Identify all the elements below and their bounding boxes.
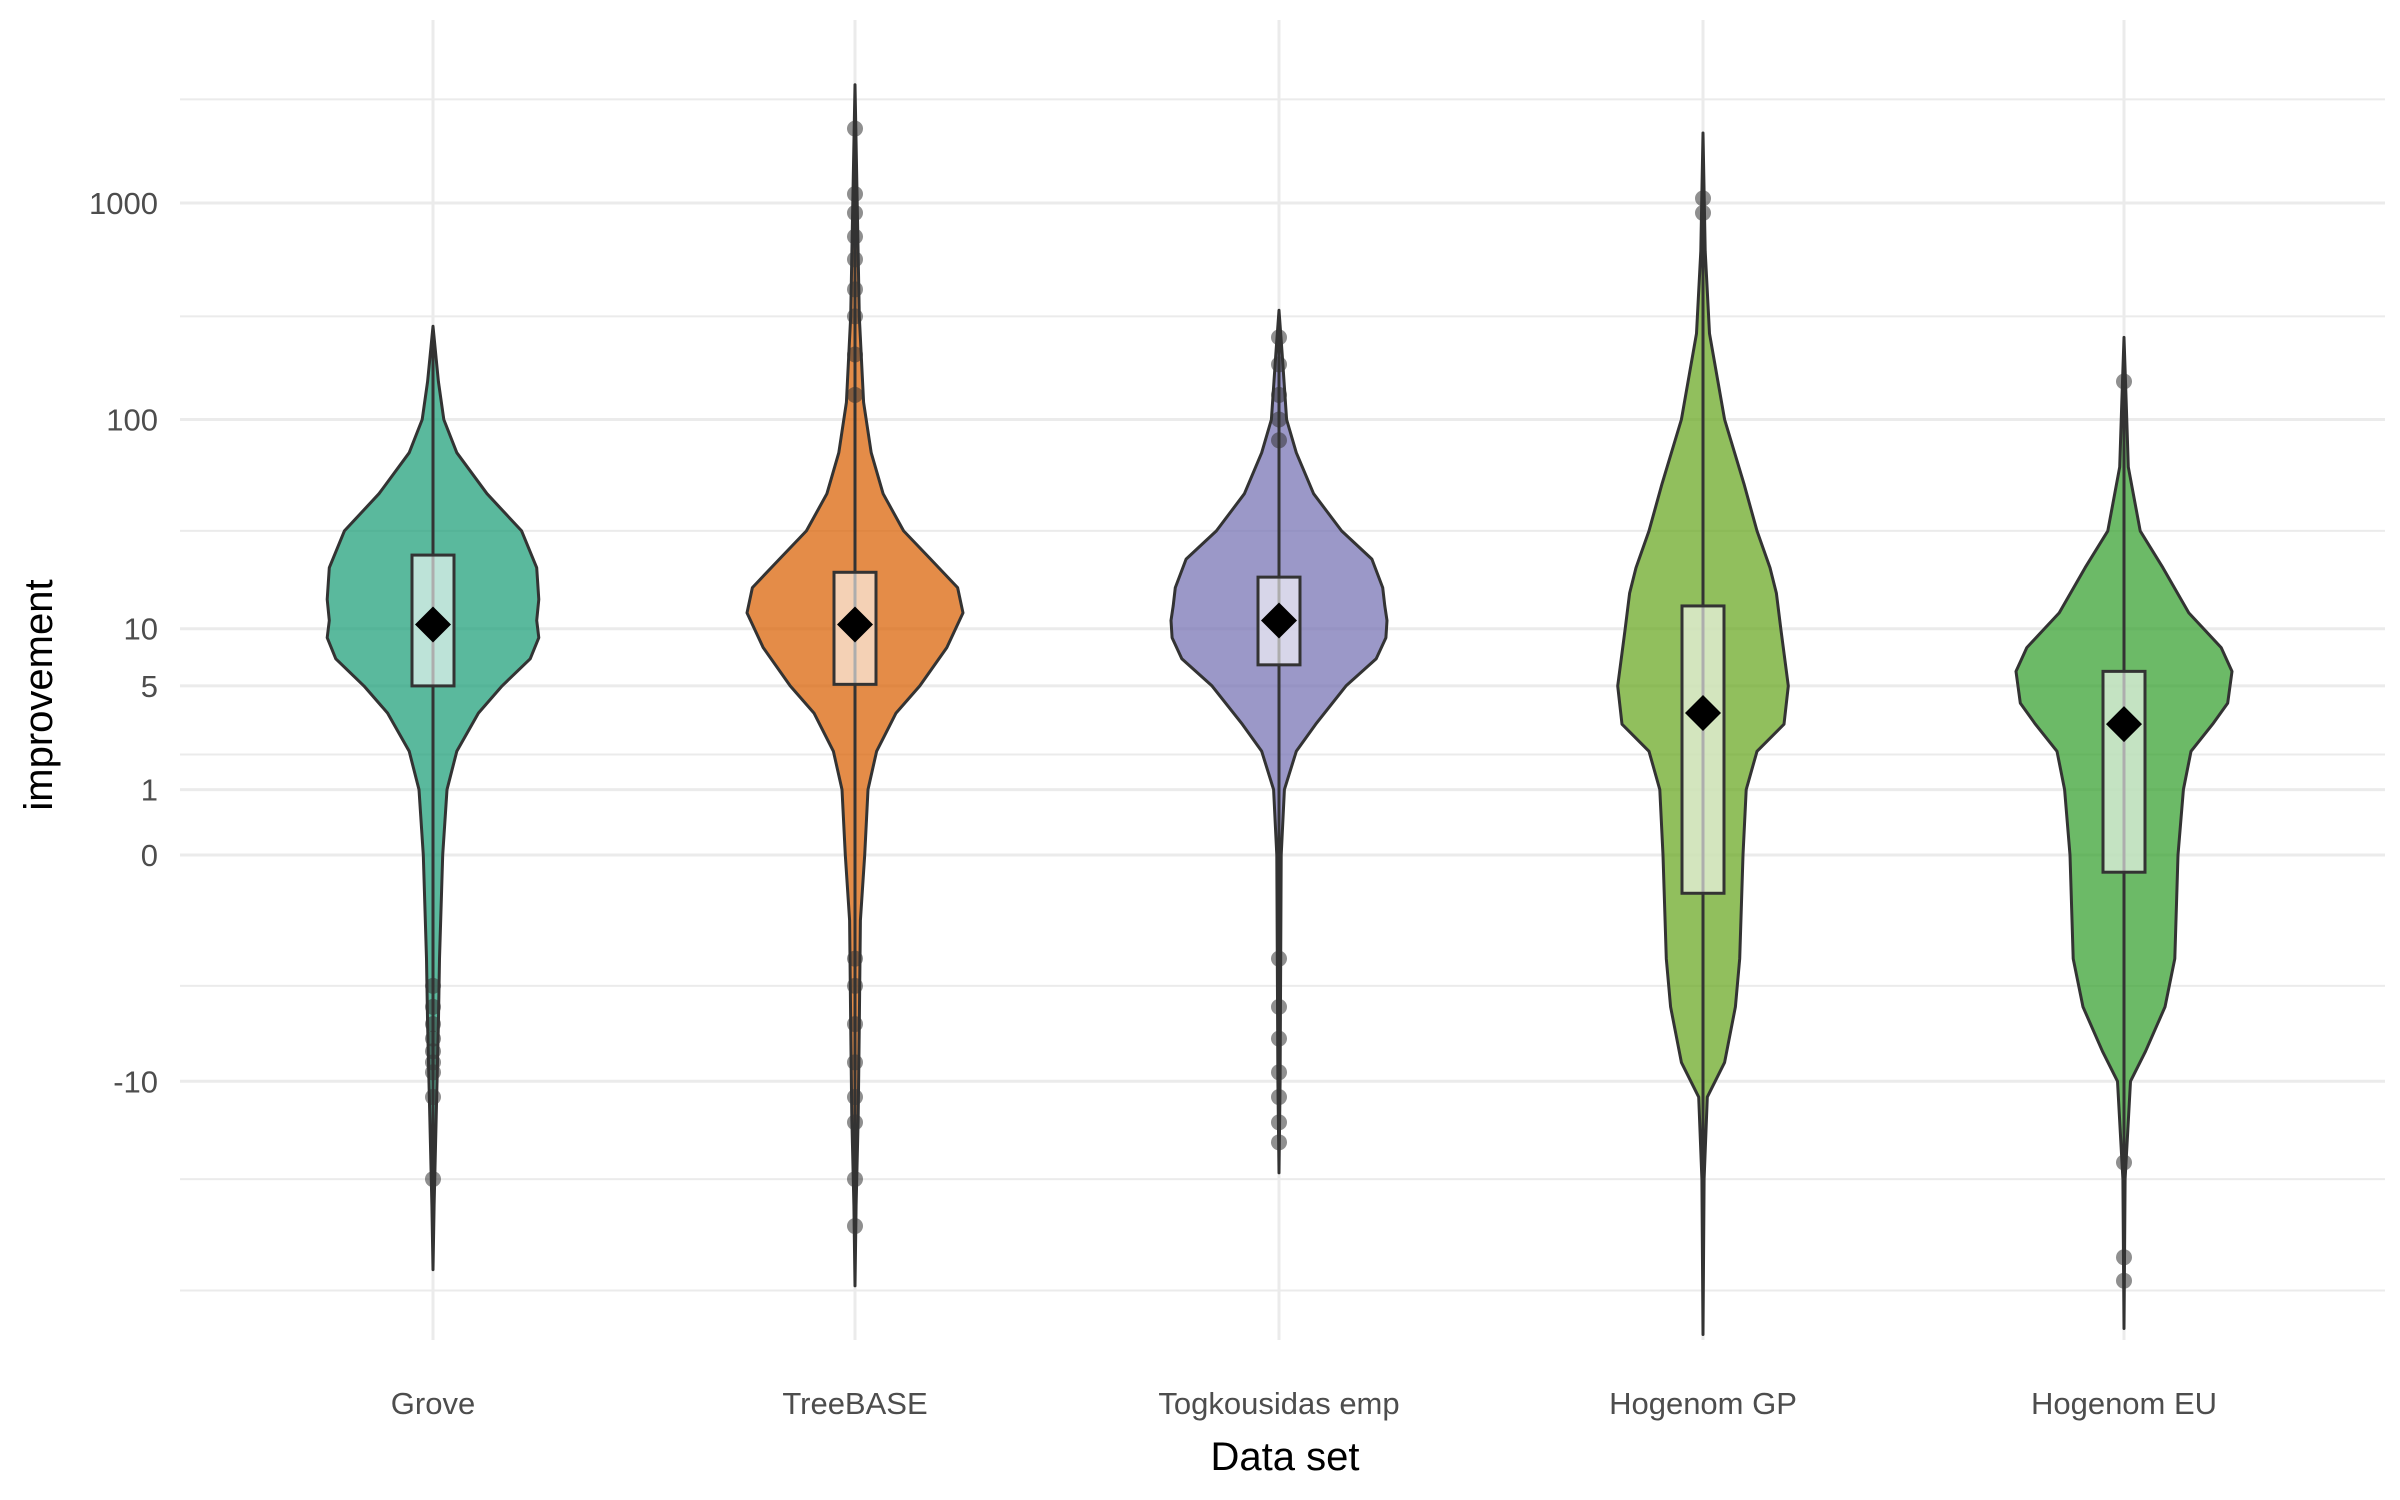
- outlier-point: [847, 1054, 863, 1071]
- outlier-point: [1271, 356, 1287, 373]
- outlier-point: [1271, 1134, 1287, 1151]
- outlier-point: [425, 977, 441, 994]
- outlier-point: [847, 1171, 863, 1188]
- y-tick-label: 1000: [89, 186, 158, 221]
- outlier-point: [847, 120, 863, 137]
- y-tick-label: 100: [106, 402, 158, 437]
- outlier-point: [425, 1171, 441, 1188]
- outlier-point: [847, 1218, 863, 1235]
- y-axis-title: improvement: [17, 579, 61, 810]
- outlier-point: [2116, 1249, 2132, 1266]
- box-4: [1680, 604, 1726, 895]
- x-tick-label: Hogenom EU: [2031, 1386, 2217, 1421]
- x-tick-label: TreeBASE: [782, 1386, 927, 1421]
- outlier-point: [847, 1114, 863, 1131]
- x-tick-label: Togkousidas emp: [1158, 1386, 1399, 1421]
- outlier-point: [847, 204, 863, 221]
- x-axis-title: Data set: [1211, 1435, 1360, 1479]
- outlier-point: [1271, 1089, 1287, 1106]
- y-tick-label: 10: [124, 612, 158, 647]
- outlier-point: [425, 1064, 441, 1081]
- outlier-point: [1695, 204, 1711, 221]
- mean-markers: [415, 602, 2142, 743]
- mean-marker-1: [415, 606, 451, 643]
- y-tick-label: 0: [141, 838, 158, 873]
- outlier-point: [1271, 386, 1287, 403]
- outlier-point: [847, 1016, 863, 1033]
- outlier-point: [1271, 950, 1287, 967]
- outlier-point: [1271, 329, 1287, 346]
- outlier-point: [1271, 432, 1287, 449]
- outlier-point: [425, 1030, 441, 1047]
- x-tick-label: Grove: [391, 1386, 475, 1421]
- outlier-point: [847, 228, 863, 245]
- outlier-point: [2116, 373, 2132, 390]
- mean-marker-2: [837, 606, 873, 643]
- x-tick-labels: Grove TreeBASE Togkousidas emp Hogenom GP Ho…: [391, 1386, 2217, 1421]
- y-tick-label: 5: [141, 669, 158, 704]
- boxplots: [410, 84, 2147, 1335]
- y-tick-label: -10: [113, 1064, 158, 1099]
- outlier-point: [847, 251, 863, 268]
- outlier-point: [847, 950, 863, 967]
- outlier-point: [1271, 411, 1287, 428]
- outlier-point: [847, 1089, 863, 1106]
- mean-marker-3: [1261, 602, 1297, 639]
- outlier-point: [847, 308, 863, 325]
- outlier-points: [425, 120, 2132, 1289]
- outlier-point: [425, 1043, 441, 1060]
- y-tick-label: 1: [141, 773, 158, 808]
- outlier-point: [425, 1089, 441, 1106]
- x-tick-label: Hogenom GP: [1609, 1386, 1797, 1421]
- outlier-point: [1271, 1064, 1287, 1081]
- outlier-point: [1695, 190, 1711, 207]
- outlier-point: [425, 998, 441, 1015]
- outlier-point: [847, 977, 863, 994]
- outlier-point: [2116, 1272, 2132, 1289]
- outlier-point: [2116, 1154, 2132, 1171]
- mean-marker-4: [1685, 695, 1721, 732]
- mean-marker-5: [2106, 706, 2142, 743]
- outlier-point: [1271, 1114, 1287, 1131]
- outlier-point: [847, 386, 863, 403]
- outlier-point: [1271, 1030, 1287, 1047]
- outlier-point: [847, 346, 863, 363]
- outlier-point: [847, 281, 863, 298]
- outlier-point: [425, 1016, 441, 1033]
- box-5: [2101, 669, 2147, 874]
- outlier-point: [847, 186, 863, 203]
- outlier-point: [1271, 998, 1287, 1015]
